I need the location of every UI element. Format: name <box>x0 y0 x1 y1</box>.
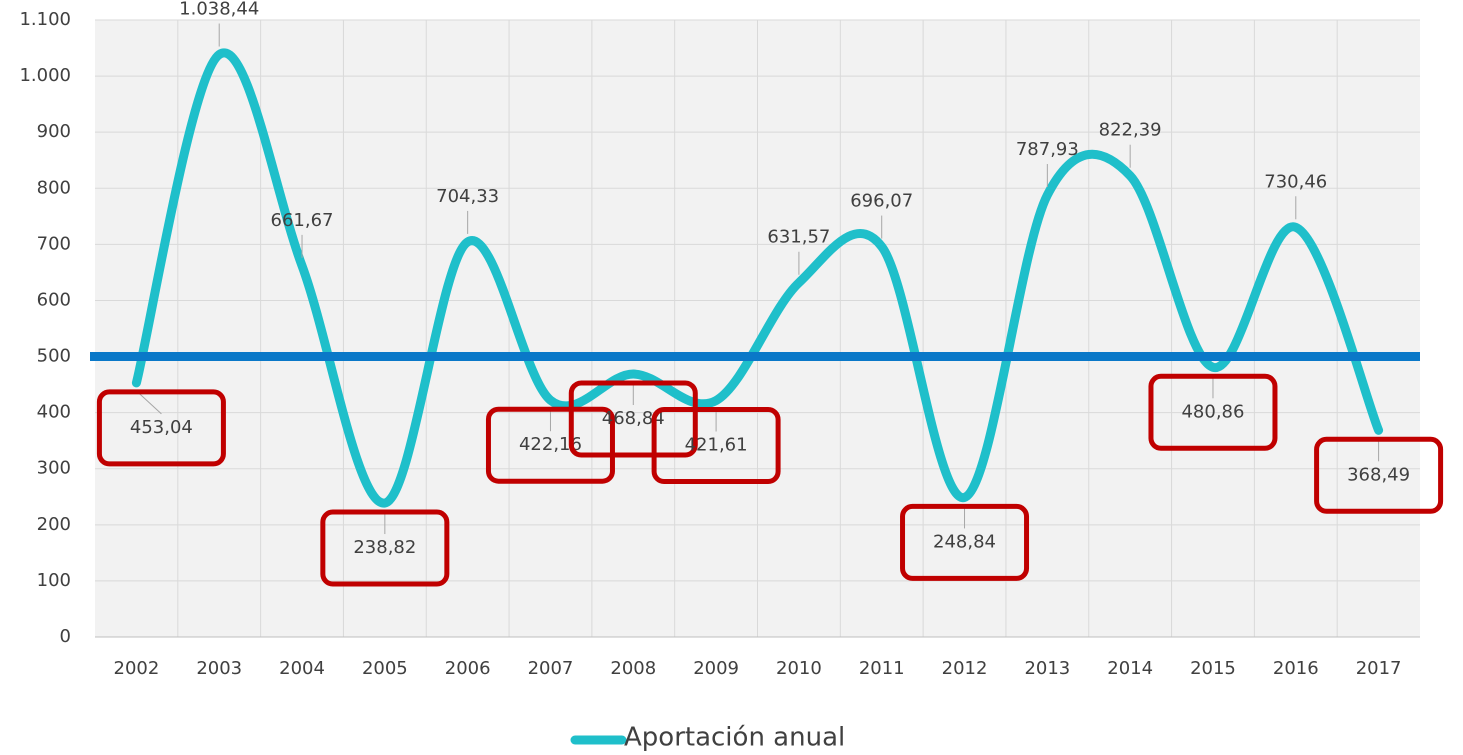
data-label: 787,93 <box>1016 139 1079 160</box>
x-tick-label: 2013 <box>1024 658 1070 679</box>
y-tick-label: 1.100 <box>19 9 71 30</box>
x-tick-label: 2011 <box>859 658 905 679</box>
y-tick-label: 900 <box>37 121 71 142</box>
highlight-box <box>96 389 226 467</box>
y-tick-label: 400 <box>37 402 71 423</box>
data-label: 696,07 <box>850 191 913 212</box>
x-tick-label: 2017 <box>1356 658 1402 679</box>
leader-line <box>136 390 162 415</box>
x-tick-label: 2016 <box>1273 658 1319 679</box>
x-tick-label: 2006 <box>445 658 491 679</box>
y-tick-label: 1.000 <box>19 65 71 86</box>
y-tick-label: 200 <box>37 514 71 535</box>
highlight-box <box>485 406 615 484</box>
data-label: 704,33 <box>436 186 499 207</box>
highlight-box <box>651 407 781 485</box>
highlight-box <box>1148 373 1278 451</box>
highlight-box <box>900 503 1030 581</box>
data-label: 730,46 <box>1264 171 1327 192</box>
x-tick-label: 2005 <box>362 658 408 679</box>
x-tick-label: 2012 <box>942 658 988 679</box>
y-tick-label: 500 <box>37 346 71 367</box>
x-tick-label: 2014 <box>1107 658 1153 679</box>
data-label: 368,49 <box>1347 464 1410 485</box>
data-label: 822,39 <box>1099 120 1162 141</box>
y-tick-label: 0 <box>60 626 71 647</box>
data-label: 453,04 <box>130 417 193 438</box>
data-label: 631,57 <box>767 227 830 248</box>
x-tick-label: 2007 <box>528 658 574 679</box>
x-tick-label: 2003 <box>196 658 242 679</box>
x-tick-label: 2010 <box>776 658 822 679</box>
x-tick-label: 2008 <box>610 658 656 679</box>
series-line <box>131 48 1384 508</box>
data-label: 480,86 <box>1181 401 1244 422</box>
y-tick-label: 600 <box>37 289 71 310</box>
data-label: 661,67 <box>271 210 334 231</box>
data-label: 248,84 <box>933 531 996 552</box>
y-tick-label: 300 <box>37 458 71 479</box>
y-tick-label: 800 <box>37 177 71 198</box>
data-label: 1.038,44 <box>179 0 259 20</box>
highlight-box <box>1314 436 1444 514</box>
x-tick-label: 2002 <box>114 658 160 679</box>
highlight-box <box>568 380 698 458</box>
data-label: 422,16 <box>519 434 582 455</box>
highlight-box <box>320 509 450 587</box>
x-tick-label: 2009 <box>693 658 739 679</box>
x-tick-label: 2015 <box>1190 658 1236 679</box>
y-tick-label: 100 <box>37 570 71 591</box>
legend-label: Aportación anual <box>624 723 845 753</box>
x-tick-label: 2004 <box>279 658 325 679</box>
data-label: 238,82 <box>353 537 416 558</box>
y-tick-label: 700 <box>37 233 71 254</box>
data-label: 468,84 <box>602 408 665 429</box>
data-label: 421,61 <box>685 435 748 456</box>
